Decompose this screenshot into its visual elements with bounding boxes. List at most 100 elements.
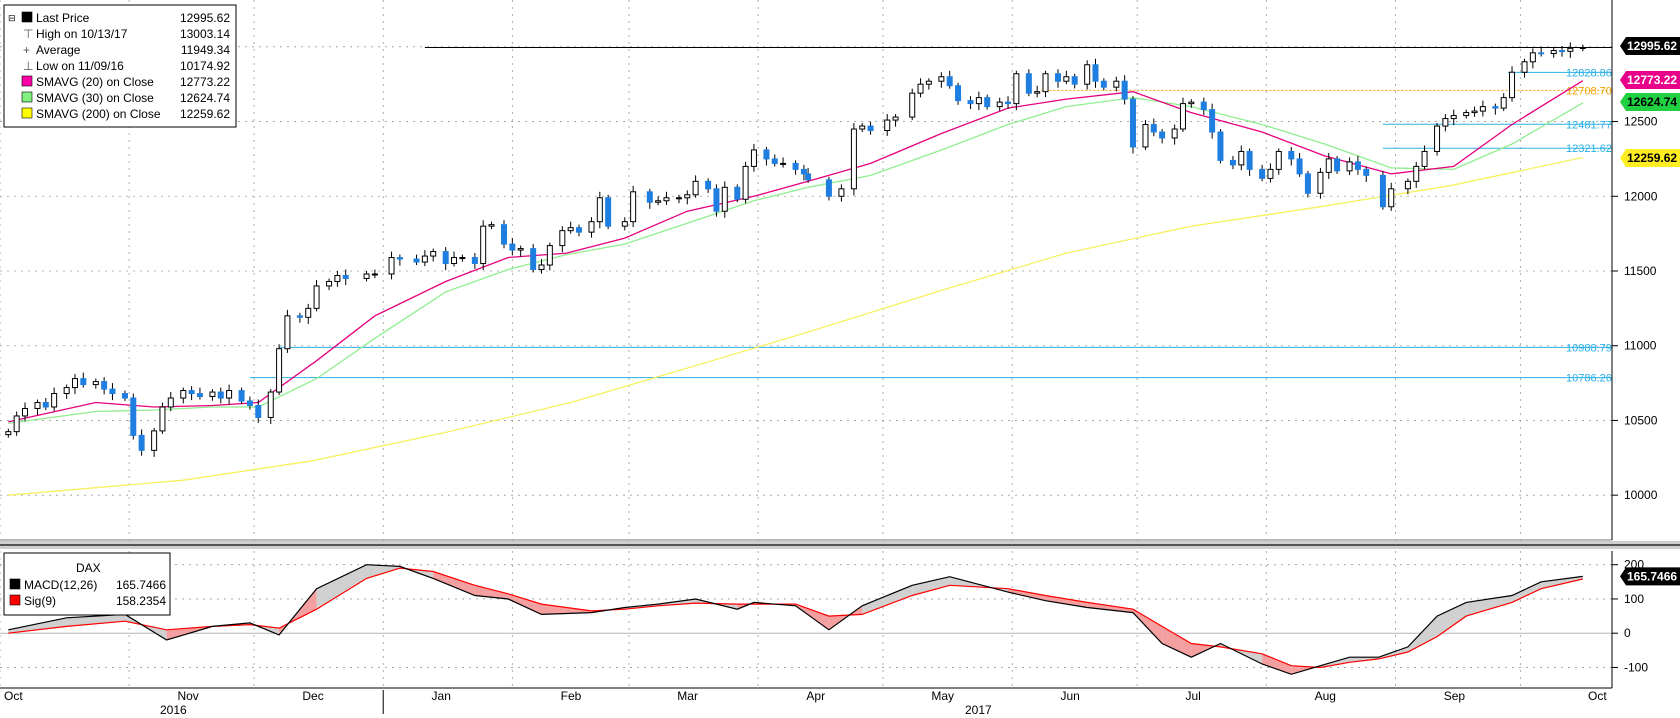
candle-body [296, 315, 303, 318]
candle-body [217, 391, 224, 399]
level-label: 12828.86 [1566, 67, 1612, 79]
candle-body [246, 400, 253, 406]
candle-body [1246, 150, 1253, 170]
legend-swatch [21, 107, 33, 119]
candle-body [1479, 106, 1486, 112]
month-label: Dec [302, 689, 323, 703]
candle-body [884, 119, 891, 132]
candle-body [705, 180, 712, 190]
value-tag-bg [1620, 93, 1680, 111]
candle-body [955, 85, 962, 102]
macd-histogram-fill [366, 564, 400, 579]
candle-body [121, 393, 128, 399]
candle-body [188, 390, 195, 395]
legend-value: 12624.74 [180, 91, 230, 105]
horizontal-level-lines: 12828.86 12708.70 12481.77 12321.62 10988.79… [249, 46, 1612, 385]
candle-body [326, 280, 333, 287]
candle-body [1055, 73, 1062, 82]
grid-lines [0, 0, 1612, 688]
candle-body [238, 390, 245, 402]
candle-body [459, 257, 466, 260]
candle-body [421, 255, 428, 263]
candle-body [692, 180, 699, 196]
legend-swatch [21, 11, 33, 23]
candle-body [388, 257, 395, 275]
candle-body [1450, 115, 1457, 120]
candle-body [1042, 73, 1049, 93]
candle-body [996, 101, 1003, 108]
candle-body [305, 307, 312, 318]
candle-body [1471, 110, 1478, 114]
month-label: Apr [806, 689, 825, 703]
candle-body [1354, 161, 1361, 170]
macd-legend-label: Sig(9) [24, 594, 56, 608]
candle-body [34, 402, 41, 409]
candle-body [1296, 158, 1303, 175]
candle-body [1113, 80, 1120, 88]
candle-body [825, 179, 832, 197]
candle-body [1413, 165, 1420, 182]
candle-body [1171, 128, 1178, 139]
candle-body [859, 125, 866, 130]
macd-legend-label: MACD(12,26) [24, 578, 97, 592]
macd-histogram-fill [1541, 576, 1583, 589]
level-label: 10786.26 [1566, 373, 1612, 385]
candle-body [442, 251, 449, 265]
candle-body [975, 97, 982, 105]
candle-body [21, 407, 28, 417]
price-tick-label: 10500 [1624, 413, 1658, 427]
candle-body [342, 274, 349, 279]
candle-body [805, 173, 812, 181]
month-label: Jun [1061, 689, 1080, 703]
signal-line [8, 567, 1583, 669]
candle-body [646, 191, 653, 203]
candle-body [209, 391, 216, 398]
candle-body [1275, 150, 1282, 170]
candle-body [1084, 64, 1091, 85]
legend-label: Average [36, 43, 81, 57]
candle-body [159, 406, 166, 432]
legend-label: SMAVG (200) on Close [36, 107, 161, 121]
candle-body [501, 224, 508, 245]
year-label: 2016 [160, 703, 187, 717]
candle-body [1200, 101, 1207, 111]
candle-body [363, 273, 370, 279]
candle-body [517, 248, 524, 251]
candle-body [850, 128, 857, 190]
candle-body [663, 197, 670, 202]
legend-collapse-icon: ⊟ [8, 13, 16, 23]
macd-legend: DAX [3, 552, 171, 616]
candle-body [71, 378, 78, 389]
macd-histogram-fill [862, 585, 913, 615]
candle-body [946, 76, 953, 87]
candle-body [1442, 118, 1449, 127]
candle-body [42, 402, 49, 408]
candle-body [734, 186, 741, 200]
candle-body [313, 285, 320, 309]
candle-body [1071, 76, 1078, 85]
candle-body [780, 162, 787, 165]
candle-body [430, 251, 437, 257]
macd-legend-items: MACD(12,26) 165.7466 Sig(9) 158.2354 [9, 578, 166, 608]
candle-body [742, 165, 749, 200]
candle-body [575, 227, 582, 233]
candle-body [1013, 73, 1020, 105]
candle-body [763, 149, 770, 160]
level-label: 12708.70 [1566, 85, 1612, 97]
candle-body [1325, 158, 1332, 173]
candle-body [1579, 46, 1586, 49]
candle-body [1238, 150, 1245, 166]
year-label: 2017 [965, 703, 992, 717]
macd-histogram-fill [912, 576, 950, 596]
macd-legend-value: 165.7466 [116, 578, 166, 592]
macd-histogram-fill [1132, 609, 1163, 644]
macd-tick-label: 0 [1624, 626, 1631, 640]
legend-label: Low on 11/09/16 [36, 59, 124, 73]
candle-body [109, 388, 116, 395]
candle-body [180, 390, 187, 399]
candle-body [538, 264, 545, 271]
candle-body [1217, 131, 1224, 161]
legend-swatch [21, 91, 33, 103]
macd-histogram-fill [316, 564, 367, 610]
